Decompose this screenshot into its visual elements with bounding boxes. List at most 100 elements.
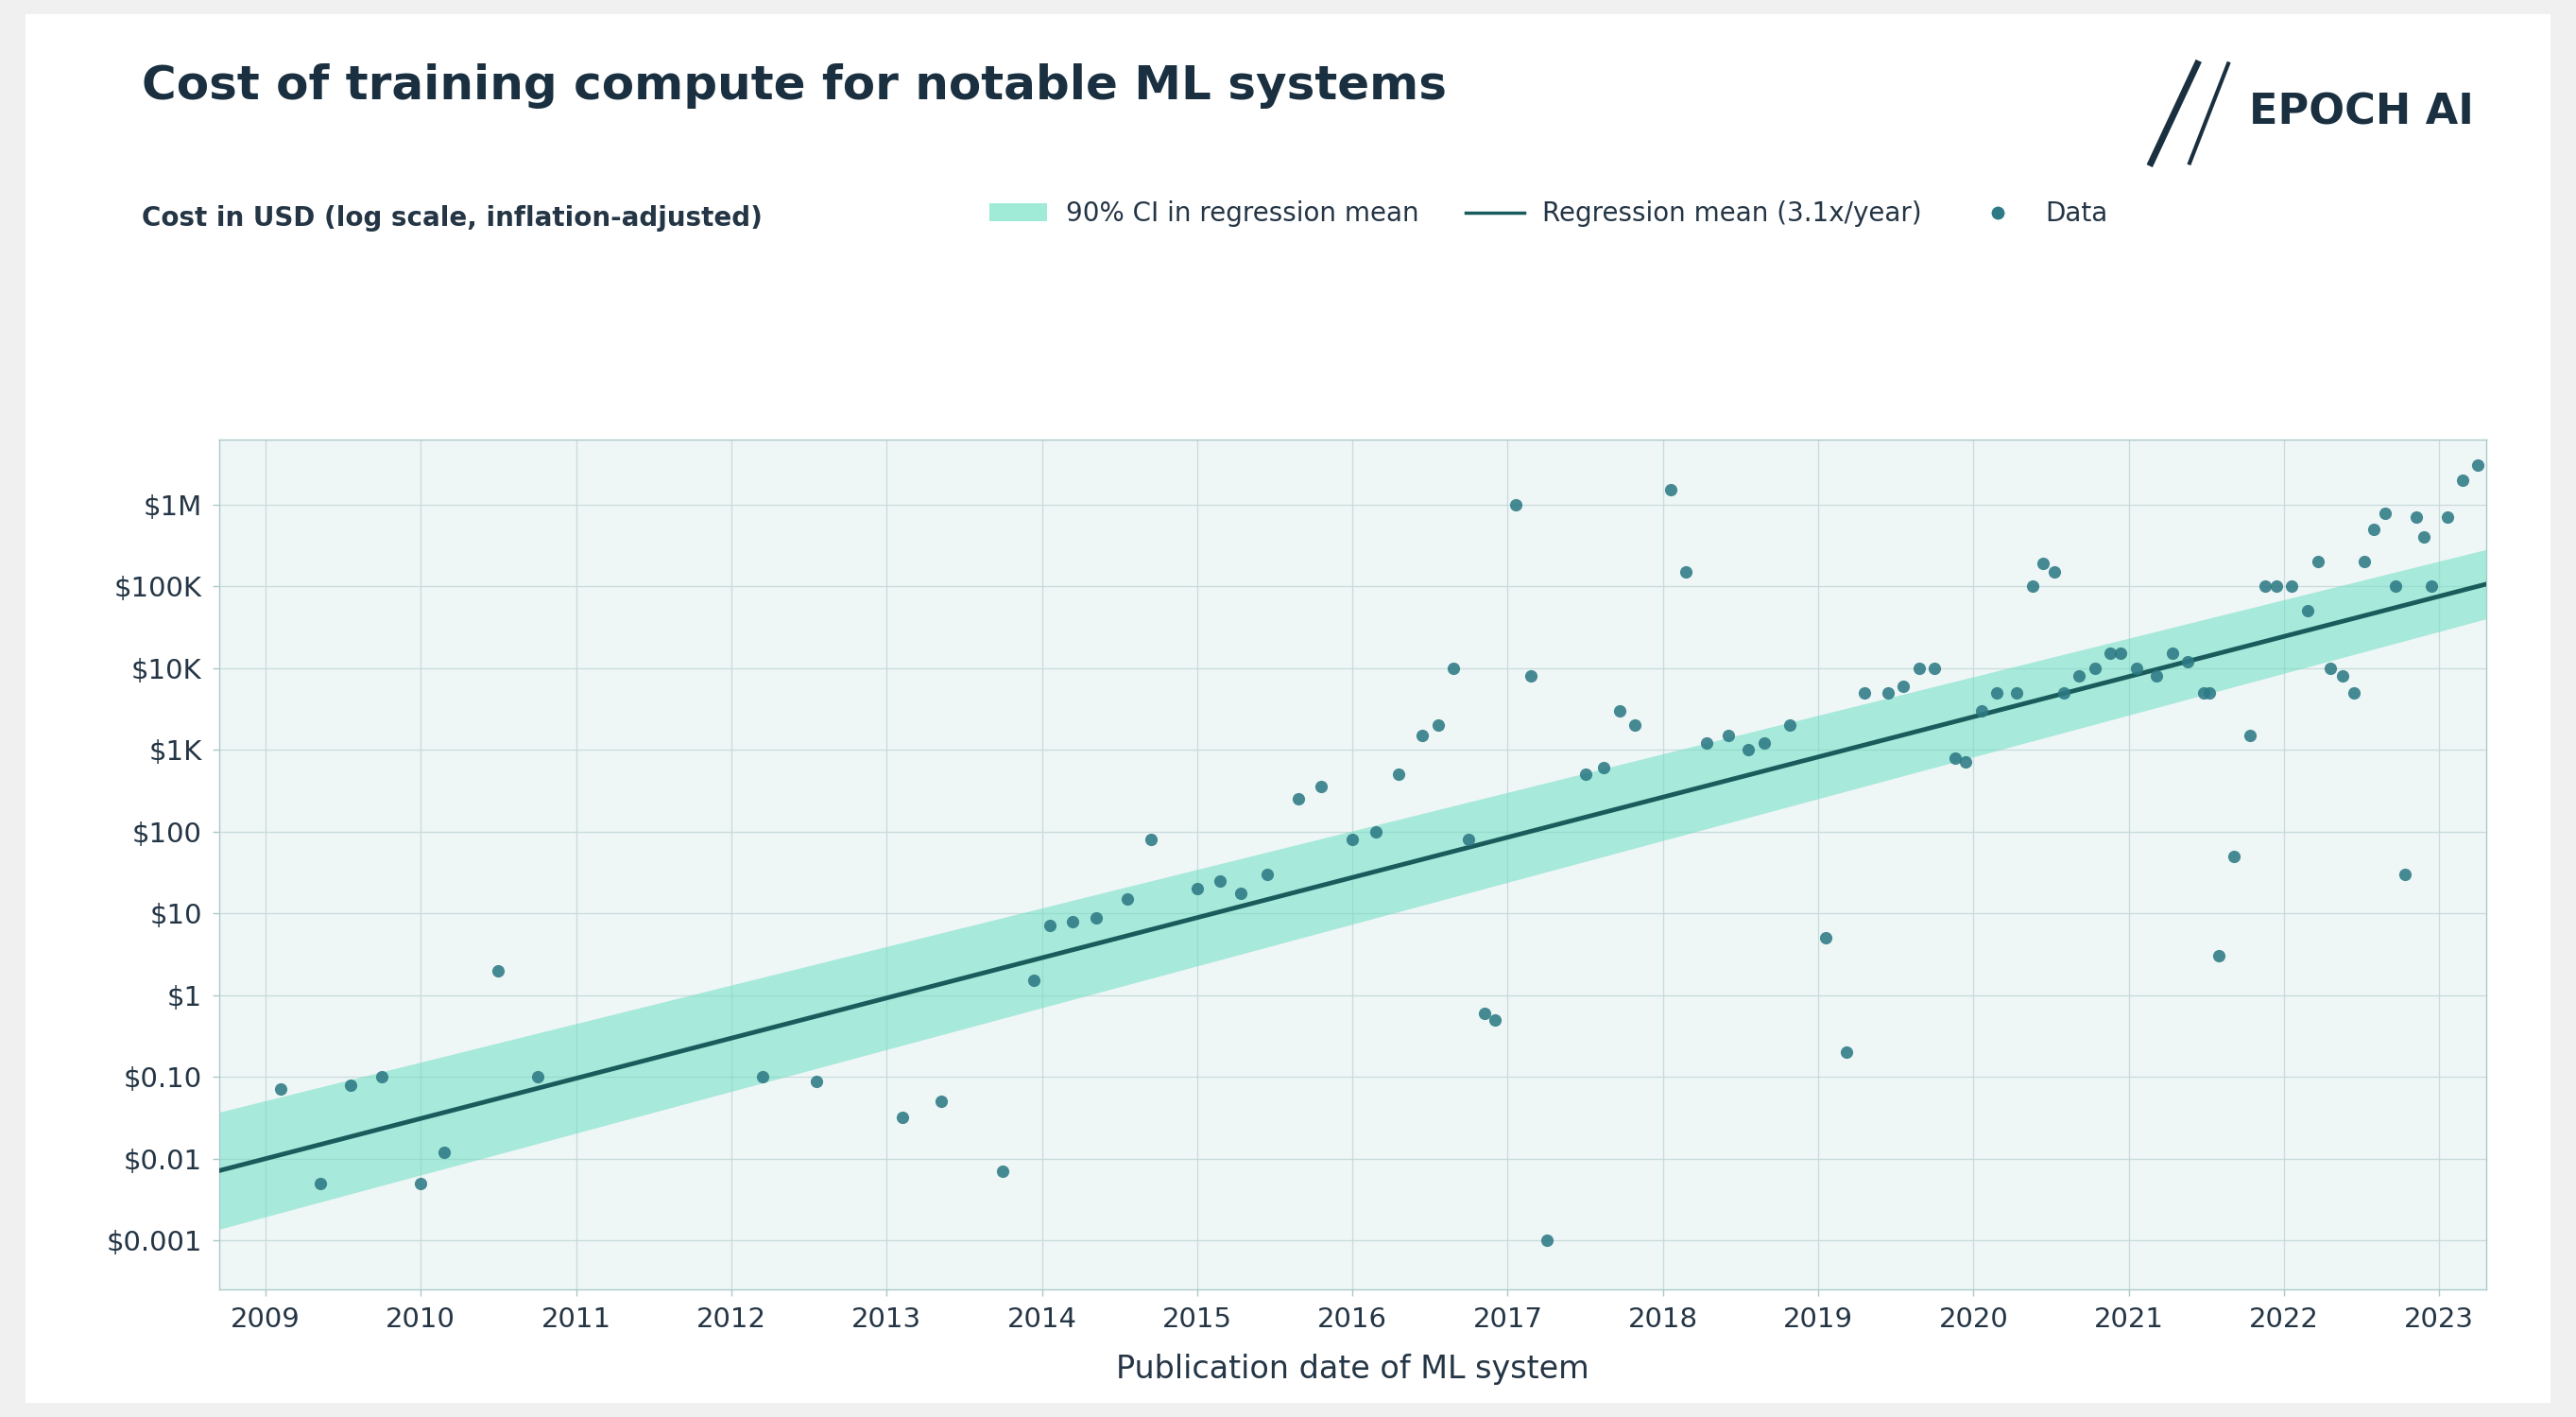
Point	[330, 1074, 371, 1097]
Point	[2190, 682, 2231, 704]
Point	[2151, 642, 2192, 665]
Point	[2324, 665, 2365, 687]
Point	[1463, 1002, 1504, 1024]
Point	[2311, 657, 2352, 680]
Point	[2244, 575, 2285, 598]
Point	[2298, 551, 2339, 574]
Point	[1332, 829, 1373, 852]
Point	[2166, 650, 2208, 673]
Point	[1131, 829, 1172, 852]
Text: EPOCH AI: EPOCH AI	[2249, 92, 2473, 133]
Point	[1221, 881, 1262, 904]
Point	[2458, 453, 2499, 476]
Point	[2411, 575, 2452, 598]
Point	[2287, 599, 2329, 622]
Point	[2396, 506, 2437, 529]
Point	[1935, 747, 1976, 769]
Point	[2375, 575, 2416, 598]
Point	[1278, 788, 1319, 811]
Point	[2427, 506, 2468, 529]
Point	[2344, 551, 2385, 574]
Point	[2043, 682, 2084, 704]
Point	[422, 1141, 464, 1163]
Point	[2099, 642, 2141, 665]
Point	[1651, 479, 1692, 502]
Point	[2354, 517, 2396, 540]
Point	[1177, 877, 1218, 900]
Point	[1883, 674, 1924, 697]
Point	[2257, 575, 2298, 598]
Point	[1826, 1041, 1868, 1064]
Point	[518, 1066, 559, 1088]
Point	[1473, 1009, 1515, 1032]
Point	[920, 1090, 961, 1112]
Point	[1600, 700, 1641, 723]
Point	[796, 1070, 837, 1093]
Point	[2182, 682, 2223, 704]
Point	[2197, 945, 2239, 968]
Point	[1584, 757, 1625, 779]
Point	[2272, 575, 2313, 598]
Point	[1200, 870, 1242, 893]
Point	[2403, 526, 2445, 548]
Point	[1028, 914, 1069, 937]
Point	[1510, 665, 1551, 687]
Point	[2115, 657, 2156, 680]
Legend: 90% CI in regression mean, Regression mean (3.1x/year), Data: 90% CI in regression mean, Regression me…	[979, 190, 2117, 238]
Point	[1744, 733, 1785, 755]
Point	[881, 1107, 922, 1129]
Point	[2089, 642, 2130, 665]
Point	[742, 1066, 783, 1088]
Point	[1012, 969, 1054, 992]
Point	[2385, 863, 2427, 886]
Point	[1806, 927, 1847, 949]
Point	[1301, 775, 1342, 798]
Point	[299, 1172, 340, 1195]
Point	[1868, 682, 1909, 704]
Point	[2334, 682, 2375, 704]
Point	[1077, 907, 1118, 930]
Point	[477, 959, 518, 982]
Point	[1615, 714, 1656, 737]
Point	[1960, 700, 2002, 723]
Point	[1417, 714, 1458, 737]
Point	[1247, 863, 1288, 886]
Point	[2442, 469, 2483, 492]
Point	[1685, 733, 1726, 755]
Text: Cost of training compute for notable ML systems: Cost of training compute for notable ML …	[142, 64, 1448, 109]
Point	[1899, 657, 1940, 680]
Point	[1378, 764, 1419, 786]
Point	[1108, 887, 1149, 910]
Point	[361, 1066, 402, 1088]
Point	[1996, 682, 2038, 704]
Point	[2022, 553, 2063, 575]
Point	[2012, 575, 2053, 598]
Point	[2136, 665, 2177, 687]
Point	[1945, 751, 1986, 774]
Point	[1054, 910, 1095, 932]
Point	[399, 1172, 440, 1195]
Point	[260, 1078, 301, 1101]
Point	[1494, 493, 1535, 516]
Point	[1401, 724, 1443, 747]
Point	[1728, 738, 1770, 761]
Point	[1525, 1229, 1566, 1251]
Point	[1564, 764, 1605, 786]
Point	[2228, 724, 2269, 747]
Point	[1976, 682, 2017, 704]
Point	[981, 1159, 1023, 1182]
Point	[1844, 682, 1886, 704]
Point	[2365, 502, 2406, 524]
Point	[1708, 724, 1749, 747]
Point	[1448, 829, 1489, 852]
Point	[1355, 820, 1396, 843]
Text: Cost in USD (log scale, inflation-adjusted): Cost in USD (log scale, inflation-adjust…	[142, 205, 762, 232]
Point	[1432, 657, 1473, 680]
X-axis label: Publication date of ML system: Publication date of ML system	[1115, 1355, 1589, 1386]
Point	[1914, 657, 1955, 680]
Point	[2032, 560, 2074, 582]
Point	[1770, 714, 1811, 737]
Point	[2213, 845, 2254, 867]
Point	[2074, 657, 2115, 680]
Point	[1667, 560, 1708, 582]
